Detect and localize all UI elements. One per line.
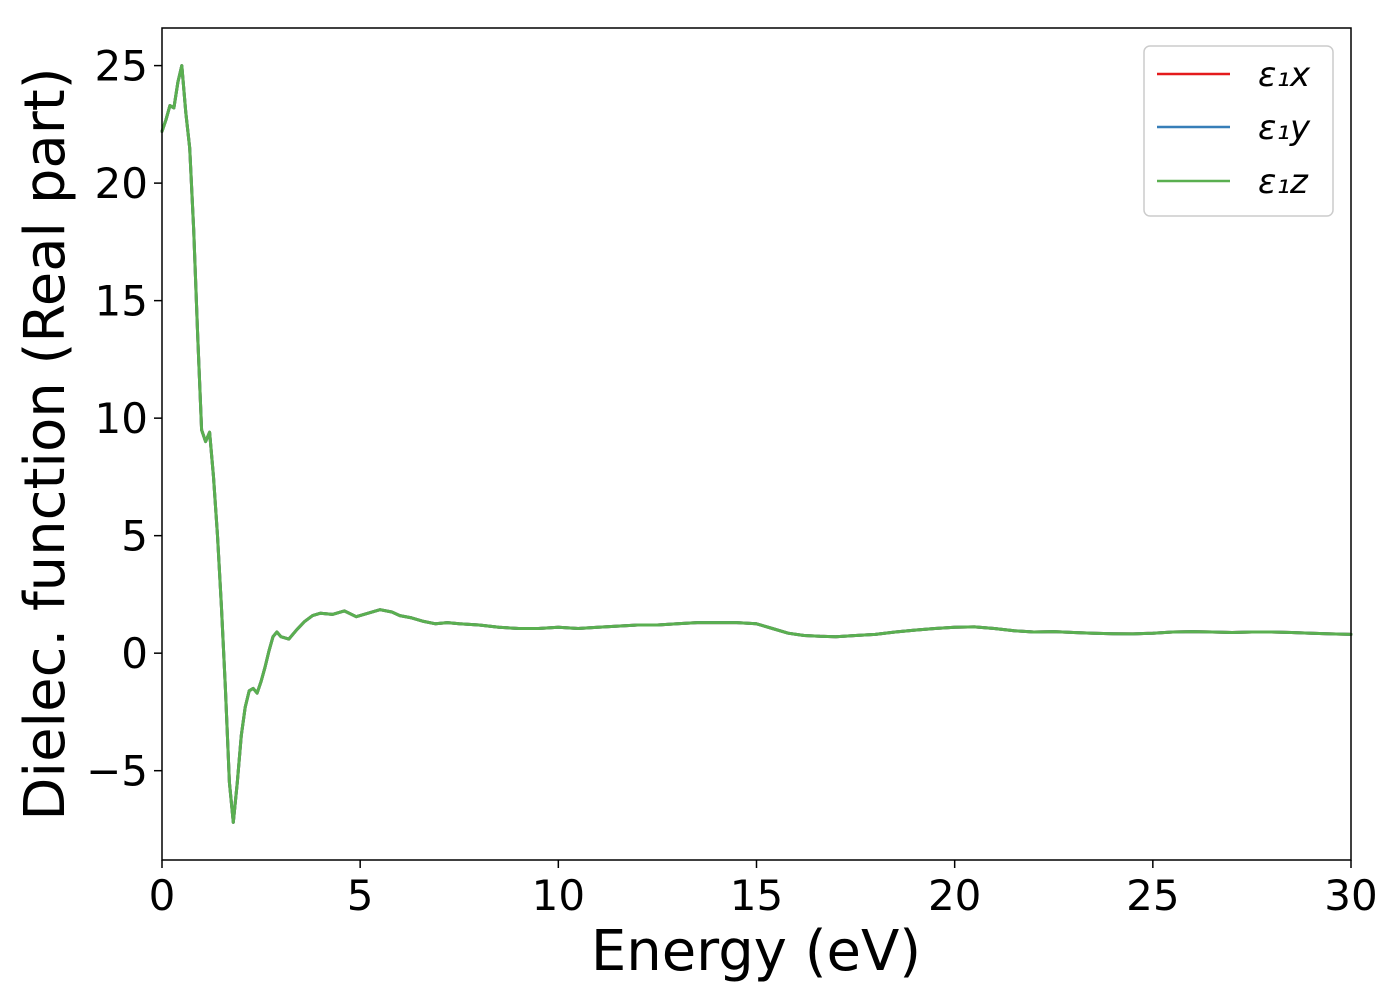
y-tick-label-0: −5 [86,747,148,796]
legend-box [1143,45,1334,217]
y-tick-label-4: 15 [95,277,148,326]
y-tick-label-2: 5 [121,512,148,561]
y-tick-label-6: 25 [95,42,148,91]
legend-label-z: ε₁z [1258,162,1309,202]
legend-label-y: ε₁y [1258,108,1311,148]
y-axis: −5 0 5 10 15 20 25 [86,42,162,796]
legend-label-x: ε₁x [1258,55,1311,95]
x-tick-label-4: 20 [928,871,981,920]
x-axis: 0 5 10 15 20 25 30 [149,860,1378,920]
x-axis-label: Energy (eV) [591,919,921,984]
y-tick-label-3: 10 [95,394,148,443]
y-tick-label-1: 0 [121,629,148,678]
x-tick-label-0: 0 [149,871,176,920]
series-layer [160,64,1353,824]
x-tick-label-2: 10 [532,871,585,920]
x-tick-label-3: 15 [730,871,783,920]
series-line-2 [160,64,1353,824]
y-axis-label: Dielec. function (Real part) [13,67,78,820]
legend: ε₁x ε₁y ε₁z [1143,45,1334,217]
y-tick-label-5: 20 [95,159,148,208]
x-tick-label-5: 25 [1126,871,1179,920]
x-tick-label-1: 5 [347,871,374,920]
x-tick-label-6: 30 [1324,871,1377,920]
